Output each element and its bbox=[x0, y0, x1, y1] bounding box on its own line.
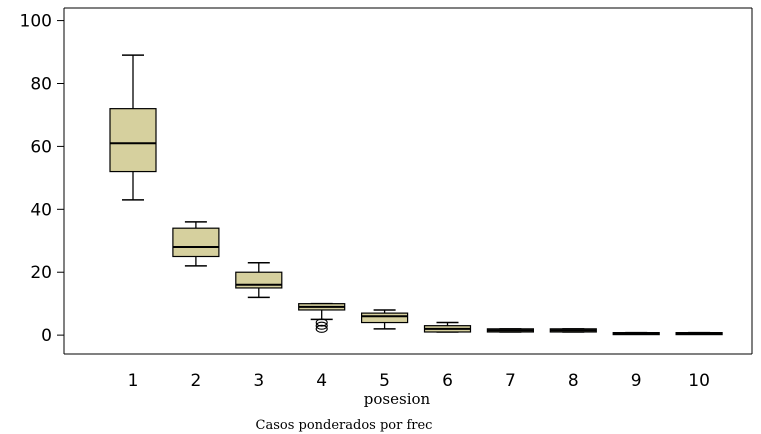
box-8 bbox=[549, 328, 597, 333]
box-4 bbox=[298, 302, 346, 333]
box-7 bbox=[486, 328, 534, 333]
y-tick-label: 20 bbox=[30, 263, 52, 283]
x-tick-label: 1 bbox=[128, 371, 139, 391]
x-tick-label: 7 bbox=[505, 371, 516, 391]
x-tick-label: 10 bbox=[688, 371, 710, 391]
x-tick-label: 6 bbox=[442, 371, 453, 391]
x-tick-label: 9 bbox=[631, 371, 642, 391]
x-tick-label: 3 bbox=[253, 371, 264, 391]
y-tick-label: 60 bbox=[30, 137, 52, 157]
outlier-point bbox=[315, 321, 328, 330]
box-3 bbox=[235, 262, 283, 299]
box-6 bbox=[423, 321, 472, 333]
chart-footnote: Casos ponderados por frec bbox=[256, 418, 433, 433]
x-tick-label: 5 bbox=[379, 371, 390, 391]
outlier-point bbox=[315, 324, 328, 333]
y-tick-label: 40 bbox=[30, 200, 52, 220]
box-10 bbox=[675, 331, 723, 336]
plot-frame bbox=[64, 7, 753, 355]
outlier-point bbox=[315, 318, 328, 327]
x-axis-title: posesion bbox=[364, 390, 431, 408]
y-tick-label: 0 bbox=[41, 326, 52, 346]
box-iqr bbox=[361, 312, 409, 324]
x-tick-label: 4 bbox=[316, 371, 327, 391]
y-tick-label: 100 bbox=[20, 12, 52, 32]
x-tick-label: 2 bbox=[190, 371, 201, 391]
box-1 bbox=[109, 54, 157, 201]
x-axis: 1 2 3 4 5 6 7 8 9 10 bbox=[128, 371, 710, 391]
box-5 bbox=[361, 309, 409, 330]
y-axis: 0 20 40 60 80 100 bbox=[20, 8, 65, 354]
box-9 bbox=[612, 331, 660, 336]
y-tick-label: 80 bbox=[30, 74, 52, 94]
box-iqr bbox=[109, 108, 157, 173]
boxes bbox=[109, 54, 723, 336]
box-iqr bbox=[172, 227, 220, 258]
x-tick-label: 8 bbox=[568, 371, 579, 391]
box-2 bbox=[172, 221, 220, 267]
